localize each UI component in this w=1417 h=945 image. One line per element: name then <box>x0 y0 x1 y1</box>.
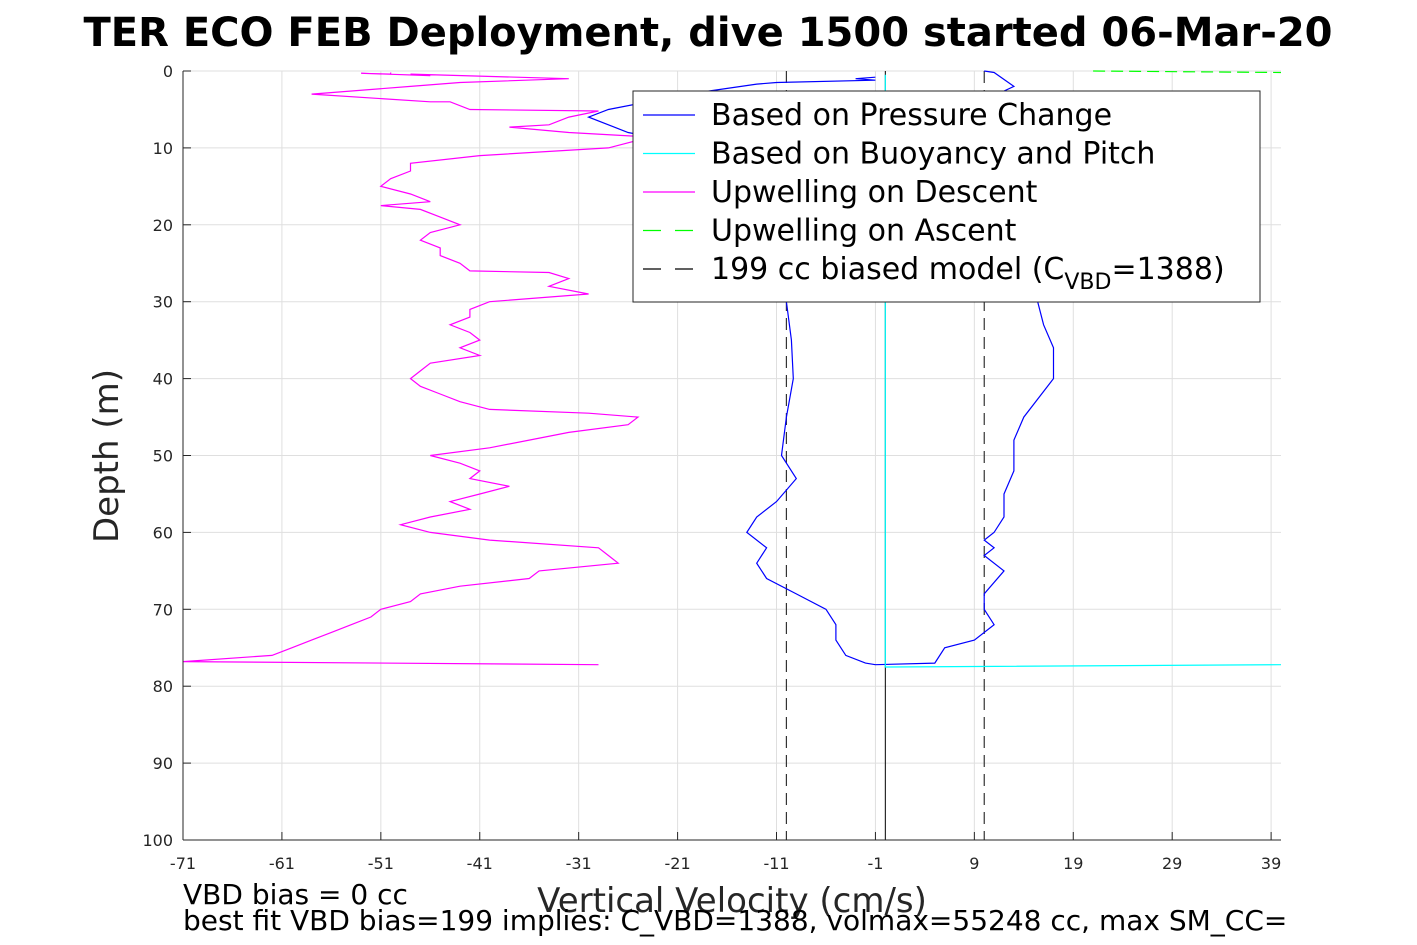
x-tick-label: 19 <box>1063 854 1083 873</box>
series-line <box>182 72 640 666</box>
y-axis-label: Depth (m) <box>87 369 127 543</box>
y-tick-label: 80 <box>153 677 173 696</box>
y-tick-label: 20 <box>153 216 173 235</box>
y-tick-label: 60 <box>153 523 173 542</box>
series-line <box>1093 70 1282 74</box>
legend-entry: 199 cc biased model (CVBD=1388) <box>711 252 1225 295</box>
x-tick-label: -21 <box>665 854 691 873</box>
x-tick-label: -51 <box>368 854 394 873</box>
y-tick-label: 100 <box>142 831 173 850</box>
x-tick-label: -31 <box>566 854 592 873</box>
y-tick-label: 30 <box>153 293 173 312</box>
x-tick-label: 29 <box>1162 854 1182 873</box>
footer-bestfit-note: best fit VBD bias=199 implies: C_VBD=138… <box>183 904 1287 937</box>
y-axis-ticks: 0 10 20 30 40 50 60 70 80 90 100 <box>142 62 191 850</box>
x-axis-ticks: -71 -61 -51 -41 -31 -21 -11 -1 9 19 29 39 <box>170 832 1281 873</box>
x-tick-label: 39 <box>1261 854 1281 873</box>
y-tick-label: 70 <box>153 600 173 619</box>
x-tick-label: -61 <box>269 854 295 873</box>
x-tick-label: -1 <box>867 854 883 873</box>
x-tick-label: -41 <box>467 854 493 873</box>
legend: Based on Pressure Change Based on Buoyanc… <box>632 90 1261 303</box>
legend-entry: Based on Pressure Change <box>711 98 1112 133</box>
x-tick-label: -11 <box>763 854 789 873</box>
y-tick-label: 50 <box>153 447 173 466</box>
footer-bias-note: VBD bias = 0 cc <box>183 878 408 911</box>
y-tick-label: 0 <box>163 62 173 81</box>
y-tick-label: 40 <box>153 370 173 389</box>
x-axis-label: Vertical Velocity (cm/s) <box>537 881 927 921</box>
y-tick-label: 90 <box>153 754 173 773</box>
legend-entry: Upwelling on Ascent <box>711 214 1017 249</box>
legend-box <box>632 90 1261 303</box>
chart-title: TER ECO FEB Deployment, dive 1500 starte… <box>83 10 1332 56</box>
y-tick-label: 10 <box>153 139 173 158</box>
legend-entry: Based on Buoyancy and Pitch <box>711 137 1155 172</box>
x-tick-label: -71 <box>170 854 196 873</box>
x-tick-label: 9 <box>969 854 979 873</box>
legend-entry: Upwelling on Descent <box>711 175 1038 210</box>
